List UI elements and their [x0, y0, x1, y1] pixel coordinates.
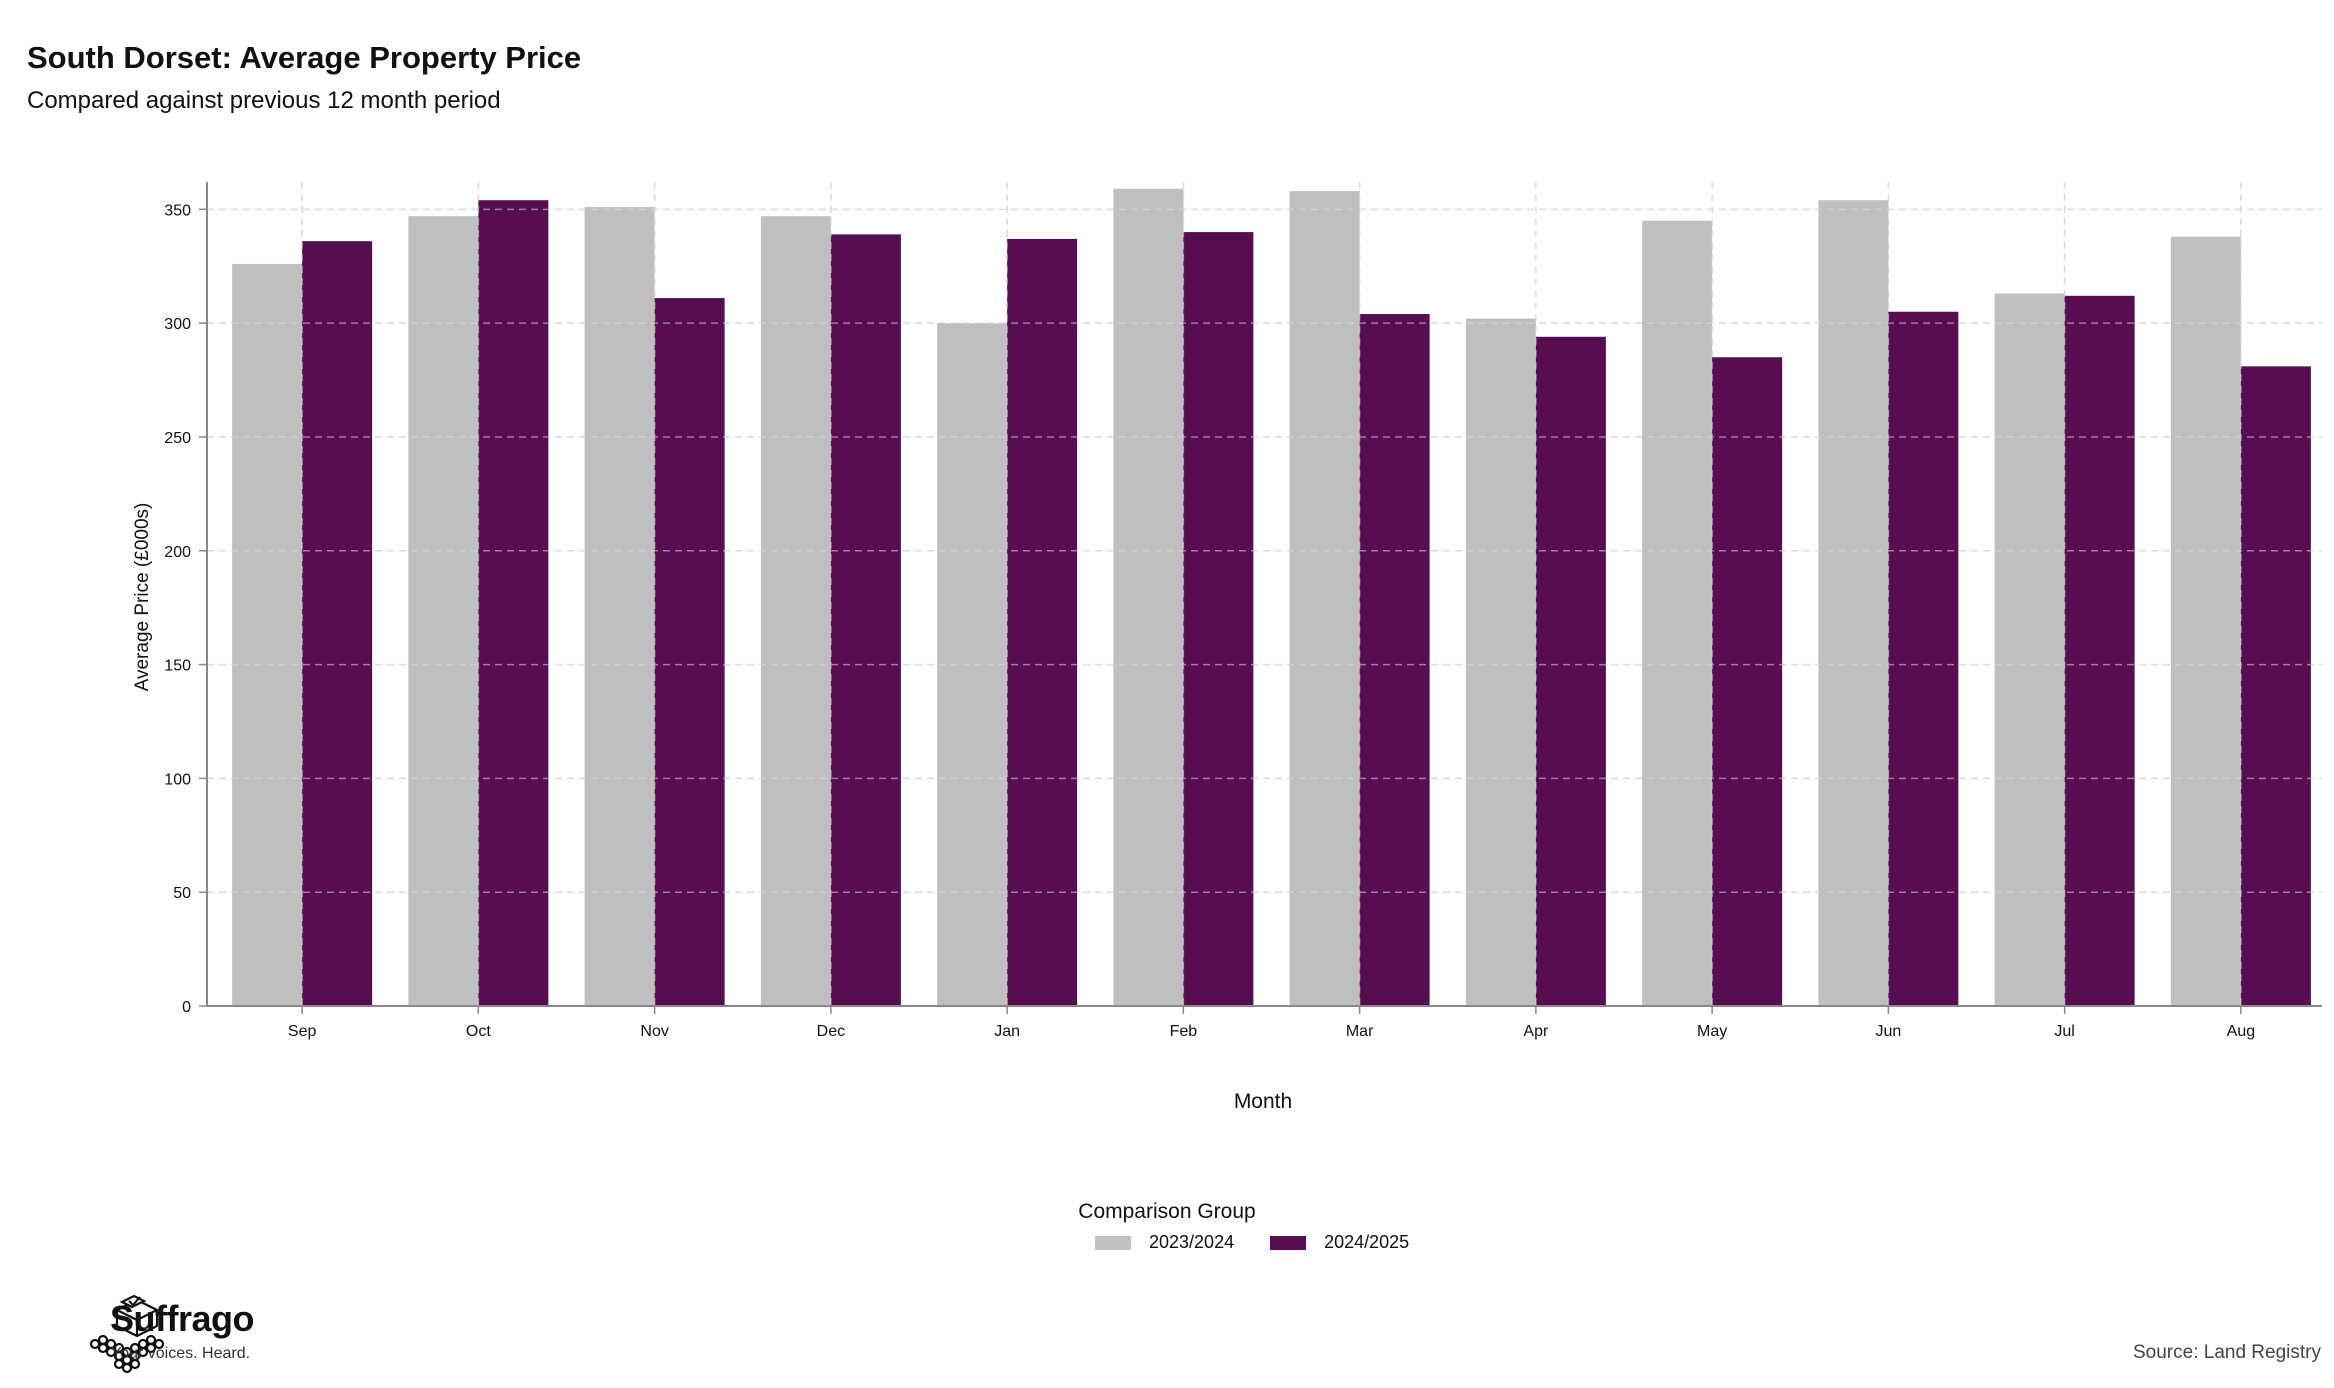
- y-tick-label: 50: [173, 885, 191, 902]
- bar-previous-nov: [584, 207, 655, 1006]
- bars: [232, 188, 2311, 1007]
- brand-tagline: Your voices. Heard.: [111, 1345, 251, 1362]
- bar-previous-oct: [408, 216, 479, 1006]
- x-tick-label: Jan: [994, 1023, 1020, 1040]
- y-tick-label: 250: [164, 430, 191, 447]
- bar-current-may: [1712, 357, 1783, 1006]
- bar-current-apr: [1535, 336, 1606, 1006]
- chart-title: South Dorset: Average Property Price: [27, 40, 582, 75]
- bar-current-aug: [2240, 366, 2311, 1006]
- bar-previous-jan: [937, 323, 1008, 1006]
- bar-current-nov: [654, 298, 725, 1007]
- x-tick-label: Nov: [640, 1023, 668, 1040]
- x-axis-title: Month: [1234, 1090, 1292, 1113]
- ballot-box-logo-icon: [89, 1294, 165, 1374]
- bar-current-sep: [302, 241, 373, 1007]
- bar-current-jun: [1888, 311, 1959, 1006]
- y-tick-label: 150: [164, 658, 191, 675]
- bar-current-oct: [478, 200, 549, 1006]
- legend: 2023/2024 2024/2025: [1095, 1232, 1445, 1253]
- legend-label-previous: 2023/2024: [1149, 1232, 1235, 1252]
- bar-current-jul: [2064, 295, 2135, 1007]
- bar-current-jan: [1007, 238, 1078, 1007]
- y-tick-label: 350: [164, 202, 191, 219]
- bar-current-dec: [830, 234, 901, 1007]
- x-tick-label: Jun: [1875, 1023, 1901, 1040]
- y-axis-title: Average Price (£000s): [132, 503, 153, 692]
- x-tick-label: Sep: [288, 1023, 317, 1040]
- y-tick-label: 0: [182, 999, 191, 1016]
- y-tick-label: 100: [164, 771, 191, 788]
- legend-label-current: 2024/2025: [1324, 1232, 1410, 1252]
- chart-subtitle: Compared against previous 12 month perio…: [27, 87, 501, 114]
- legend-swatch-current: [1270, 1235, 1307, 1250]
- legend-title: Comparison Group: [1078, 1200, 1256, 1223]
- x-tick-label: Aug: [2227, 1023, 2255, 1040]
- bar-previous-apr: [1465, 318, 1536, 1006]
- bar-previous-sep: [232, 263, 303, 1006]
- x-tick-label: May: [1697, 1023, 1727, 1040]
- y-tick-label: 200: [164, 544, 191, 561]
- bar-previous-jul: [1994, 293, 2065, 1007]
- x-tick-label: Oct: [466, 1023, 491, 1040]
- bar-previous-dec: [760, 216, 831, 1006]
- bar-previous-jun: [1818, 200, 1889, 1006]
- grid-overlay: [207, 182, 2322, 1006]
- axes: 0 50 100 150 200 250 300 350 Sep Oct Nov Dec Jan Feb M…: [164, 182, 2322, 1040]
- bar-previous-aug: [2170, 236, 2241, 1007]
- x-tick-label: Feb: [1170, 1023, 1198, 1040]
- legend-swatch-previous: [1095, 1235, 1131, 1250]
- x-tick-label: Jul: [2054, 1023, 2074, 1040]
- bar-current-feb: [1183, 232, 1254, 1007]
- bar-previous-feb: [1113, 188, 1184, 1006]
- bar-previous-may: [1642, 220, 1713, 1006]
- legend-item-current: 2024/2025: [1270, 1232, 1409, 1253]
- x-tick-label: Mar: [1346, 1023, 1374, 1040]
- bar-previous-mar: [1289, 191, 1360, 1006]
- legend-item-previous: 2023/2024: [1095, 1232, 1234, 1253]
- x-tick-label: Apr: [1523, 1023, 1549, 1040]
- bar-current-mar: [1359, 314, 1430, 1006]
- brand-name: Suffrago: [110, 1298, 255, 1339]
- x-tick-label: Dec: [817, 1023, 845, 1040]
- source-note: Source: Land Registry: [2133, 1342, 2321, 1363]
- y-tick-label: 300: [164, 316, 191, 333]
- axis-labels: Month Average Price (£000s): [132, 503, 1292, 1113]
